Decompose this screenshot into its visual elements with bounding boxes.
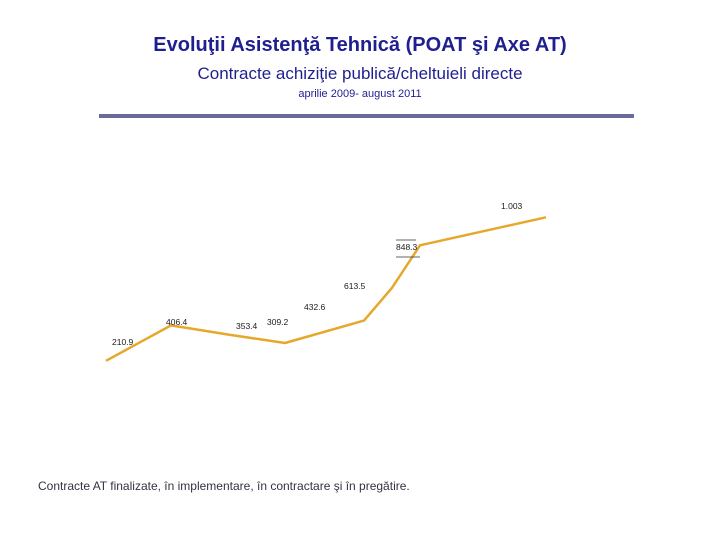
data-label-0: 210.9 bbox=[112, 337, 134, 347]
chart-footnote: Contracte AT finalizate, în implementare… bbox=[38, 479, 410, 493]
data-label-1: 406.4 bbox=[166, 317, 188, 327]
data-labels: 210.9 406.4 353.4 309.2 432.6 613.5 848.3 1.003 bbox=[112, 201, 523, 347]
chart-subtitle: Contracte achiziţie publică/cheltuieli d… bbox=[197, 64, 523, 83]
data-label-5: 613.5 bbox=[344, 281, 366, 291]
data-label-6: 848.3 bbox=[396, 242, 418, 252]
data-label-3: 309.2 bbox=[267, 317, 289, 327]
data-label-7: 1.003 bbox=[501, 201, 523, 211]
data-label-2: 353.4 bbox=[236, 321, 258, 331]
chart-period: aprilie 2009- august 2011 bbox=[298, 88, 422, 100]
title-divider bbox=[99, 114, 634, 118]
data-label-4: 432.6 bbox=[304, 302, 326, 312]
series-line bbox=[105, 216, 547, 362]
chart-title: Evoluţii Asistenţă Tehnică (POAT şi Axe … bbox=[153, 34, 567, 56]
